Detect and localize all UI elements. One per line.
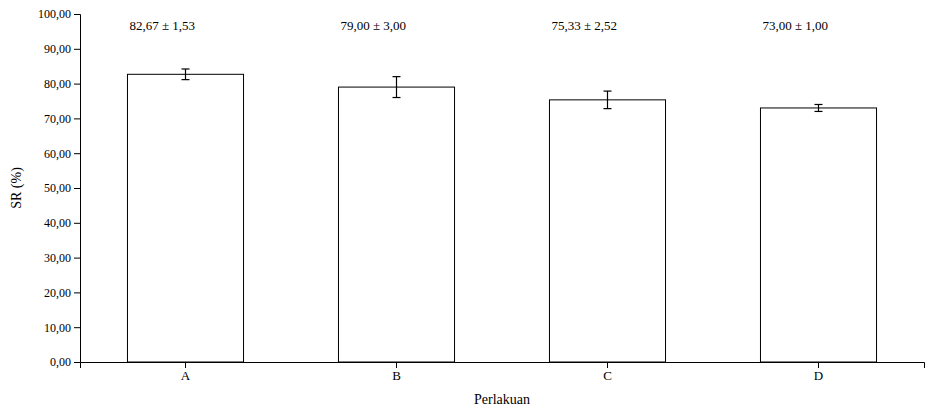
annotation: 73,00 ± 1,00	[762, 18, 828, 33]
plot: 0,00 10,00 20,00 30,00 40,00 50,00 60,00 70,00 8…	[38, 7, 925, 383]
y-tick-mark	[74, 258, 80, 259]
bar	[338, 87, 454, 362]
y-tick-label: 30,00	[44, 251, 71, 265]
y-axis: 0,00 10,00 20,00 30,00 40,00 50,00 60,00 70,00 8…	[38, 7, 81, 369]
y-tick-label: 20,00	[44, 286, 71, 300]
x-axis-line	[81, 363, 925, 369]
error-bar	[185, 69, 186, 80]
x-tick: B	[392, 362, 401, 383]
x-tick-mark	[607, 362, 608, 368]
x-tick-label: A	[181, 368, 191, 383]
error-cap	[604, 90, 612, 91]
y-tick-label: 0,00	[50, 355, 71, 369]
error-cap	[393, 97, 401, 98]
y-tick-mark	[74, 362, 80, 363]
x-tick-mark	[818, 362, 819, 368]
annotation: 75,33 ± 2,52	[551, 18, 617, 33]
y-tick-label: 100,00	[38, 7, 71, 21]
x-tick: C	[603, 362, 612, 383]
y-tick-mark	[74, 84, 80, 85]
y-tick-label: 80,00	[44, 77, 71, 91]
x-tick-mark	[185, 362, 186, 368]
y-tick: 90,00	[44, 42, 80, 56]
y-tick-label: 10,00	[44, 321, 71, 335]
y-tick: 10,00	[44, 321, 80, 335]
x-axis-title: Perlakuan	[474, 392, 530, 407]
annotation: 82,67 ± 1,53	[129, 18, 195, 33]
y-tick-mark	[74, 223, 80, 224]
y-tick: 40,00	[44, 216, 80, 230]
error-cap	[182, 79, 190, 80]
x-tick-label: B	[392, 368, 401, 383]
x-tick: D	[814, 362, 823, 383]
x-tick-label: C	[603, 368, 612, 383]
y-tick-label: 70,00	[44, 112, 71, 126]
y-tick-mark	[74, 49, 80, 50]
y-tick-label: 90,00	[44, 42, 71, 56]
y-tick-mark	[74, 327, 80, 328]
y-tick-mark	[74, 188, 80, 189]
y-tick-mark	[74, 153, 80, 154]
y-axis-title: SR (%)	[9, 167, 25, 209]
annotation: 79,00 ± 3,00	[340, 18, 406, 33]
error-cap	[604, 108, 612, 109]
y-tick: 80,00	[44, 77, 80, 91]
y-tick-label: 50,00	[44, 181, 71, 195]
y-tick: 0,00	[50, 355, 80, 369]
error-bar	[396, 77, 397, 98]
chart: 0,00 10,00 20,00 30,00 40,00 50,00 60,00 70,00 8…	[0, 0, 948, 416]
error-cap	[182, 68, 190, 69]
bar	[127, 74, 243, 362]
y-tick-mark	[74, 292, 80, 293]
y-tick-mark	[74, 118, 80, 119]
y-tick: 30,00	[44, 251, 80, 265]
y-tick-label: 40,00	[44, 216, 71, 230]
x-tick: A	[181, 362, 191, 383]
error-cap	[815, 104, 823, 105]
x-tick-label: D	[814, 368, 823, 383]
y-tick-mark	[74, 14, 80, 15]
marks	[127, 69, 876, 362]
y-tick: 60,00	[44, 147, 80, 161]
error-cap	[393, 76, 401, 77]
x-tick-mark	[396, 362, 397, 368]
y-axis-line	[74, 15, 81, 363]
y-tick: 70,00	[44, 112, 80, 126]
bar	[549, 100, 665, 362]
y-tick: 50,00	[44, 181, 80, 195]
error-bar	[818, 104, 819, 111]
y-tick: 100,00	[38, 7, 80, 21]
bar	[760, 108, 876, 362]
error-bar	[607, 91, 608, 109]
y-tick-label: 60,00	[44, 147, 71, 161]
error-cap	[815, 111, 823, 112]
y-tick: 20,00	[44, 286, 80, 300]
annotations: 82,67 ± 1,53 79,00 ± 3,00 75,33 ± 2,52 73,0…	[129, 18, 828, 33]
x-axis: A B C D	[81, 362, 925, 383]
